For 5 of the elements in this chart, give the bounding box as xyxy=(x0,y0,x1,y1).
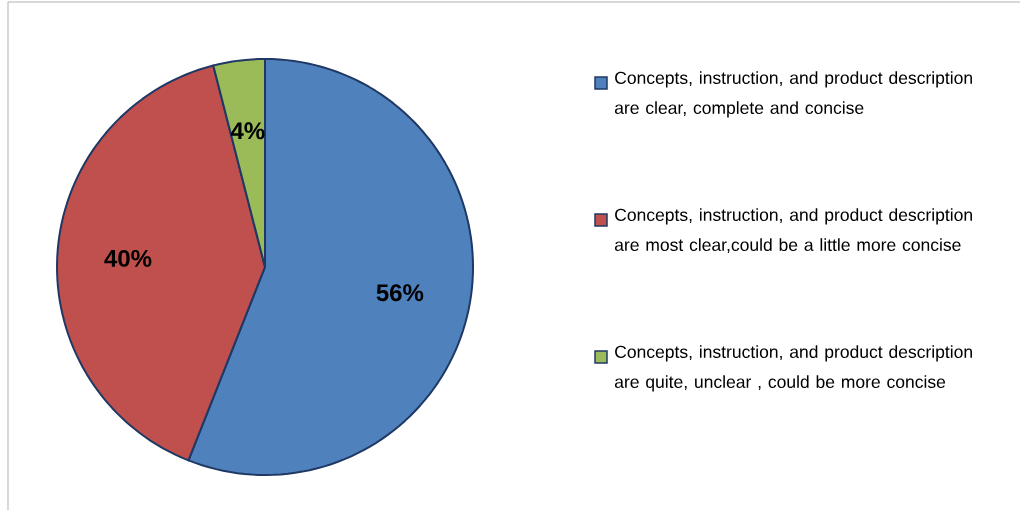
legend-label: Concepts, instruction, and product description are most clear,could be a little more concise xyxy=(614,208,972,254)
legend-label: Concepts, instruction, and product description are quite, unclear , could be more concise xyxy=(614,345,972,392)
data-label: 40% xyxy=(104,249,152,267)
data-label: 56% xyxy=(376,284,424,302)
legend-label: Concepts, instruction, and product description are clear, complete and concise xyxy=(614,71,972,118)
